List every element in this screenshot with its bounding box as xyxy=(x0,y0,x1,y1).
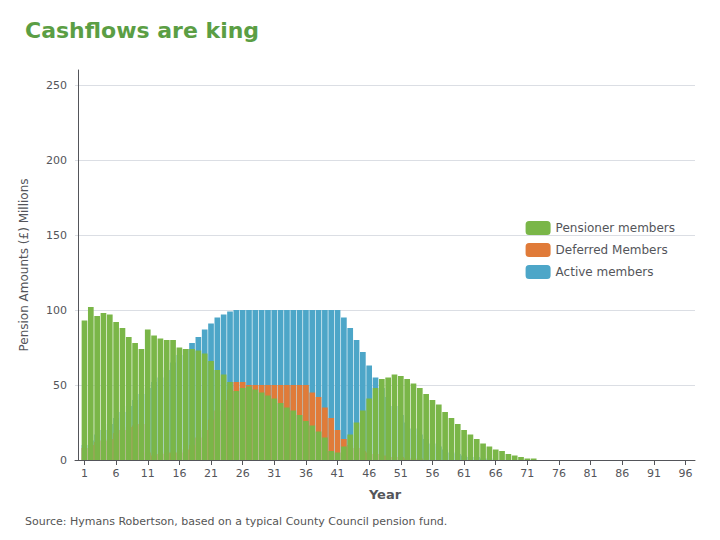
svg-text:26: 26 xyxy=(236,467,250,480)
svg-text:150: 150 xyxy=(46,229,67,242)
svg-text:Cashflows are king: Cashflows are king xyxy=(25,18,259,43)
svg-text:1: 1 xyxy=(81,467,88,480)
svg-text:46: 46 xyxy=(362,467,376,480)
svg-text:6: 6 xyxy=(113,467,120,480)
svg-text:41: 41 xyxy=(331,467,345,480)
svg-text:96: 96 xyxy=(679,467,693,480)
svg-text:56: 56 xyxy=(425,467,439,480)
svg-text:Source: Hymans Robertson, base: Source: Hymans Robertson, based on a typ… xyxy=(25,515,447,528)
svg-text:91: 91 xyxy=(647,467,661,480)
svg-text:250: 250 xyxy=(46,79,67,92)
svg-text:76: 76 xyxy=(552,467,566,480)
svg-text:100: 100 xyxy=(46,304,67,317)
svg-text:11: 11 xyxy=(141,467,155,480)
svg-text:0: 0 xyxy=(60,454,67,467)
svg-text:71: 71 xyxy=(520,467,534,480)
svg-text:61: 61 xyxy=(457,467,471,480)
svg-text:86: 86 xyxy=(615,467,629,480)
svg-text:Year: Year xyxy=(368,487,402,502)
svg-text:Pension Amounts (£) Millions: Pension Amounts (£) Millions xyxy=(17,178,31,351)
svg-text:36: 36 xyxy=(299,467,313,480)
svg-text:Active members: Active members xyxy=(556,265,654,279)
svg-text:200: 200 xyxy=(46,154,67,167)
svg-text:81: 81 xyxy=(584,467,598,480)
svg-text:51: 51 xyxy=(394,467,408,480)
svg-text:66: 66 xyxy=(489,467,503,480)
svg-text:Deferred Members: Deferred Members xyxy=(556,243,668,257)
svg-text:31: 31 xyxy=(267,467,281,480)
svg-text:50: 50 xyxy=(53,379,67,392)
svg-text:16: 16 xyxy=(172,467,186,480)
svg-text:Pensioner members: Pensioner members xyxy=(556,221,675,235)
svg-text:21: 21 xyxy=(204,467,218,480)
